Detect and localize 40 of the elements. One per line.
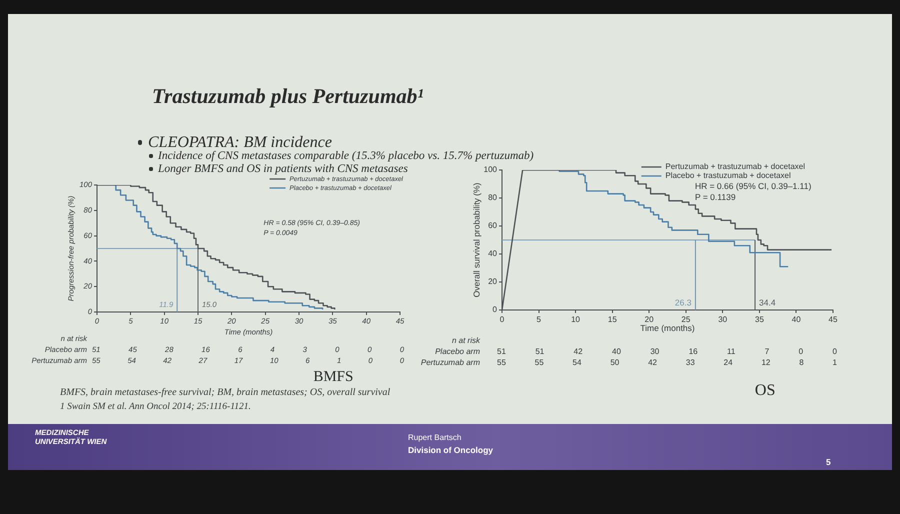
text: Division of Oncology <box>408 445 494 455</box>
legend-label: Pertuzumab + trastuzumab + docetaxel <box>665 162 806 172</box>
legend-label: Placebo + trastuzumab + docetaxel <box>665 171 791 180</box>
text: BMFS <box>313 369 354 386</box>
y-tick-label: 0 <box>492 305 498 314</box>
text: Longer BMFS and OS in patients with CNS metasases <box>158 163 408 175</box>
text: 55 55 54 50 42 33 24 12 8 1 <box>497 358 837 367</box>
y-tick-label: 20 <box>488 277 498 286</box>
x-tick-label: 45 <box>828 315 838 324</box>
ref-line-label: 34.4 <box>759 297 776 308</box>
text: Rupert Bartsch <box>408 433 462 442</box>
text: n at risk <box>452 336 480 345</box>
x-tick-label: 25 <box>681 315 691 324</box>
text: Pertuzumab arm <box>420 358 480 367</box>
text: CLEOPATRA: BM incidence <box>148 134 332 151</box>
text: Placebo arm <box>435 347 480 356</box>
ref-line-label: 26.3 <box>674 297 692 308</box>
text: OS <box>754 382 776 400</box>
y-tick-label: 40 <box>488 249 498 258</box>
y-tick-label: 100 <box>484 165 498 174</box>
text: 51 51 42 40 30 16 11 7 0 0 <box>497 347 837 356</box>
y-tick-label: 60 <box>488 221 498 230</box>
x-tick-label: 0 <box>500 315 505 324</box>
x-tick-label: 5 <box>536 315 542 324</box>
y-tick-label: 80 <box>488 193 498 202</box>
x-tick-label: 40 <box>792 315 802 324</box>
text: 1 Swain SM et al. Ann Oncol 2014; 25:1116-1121. <box>60 402 251 412</box>
text: Trastuzumab plus Pertuzumab¹ <box>152 84 424 109</box>
x-tick-label: 10 <box>571 315 581 324</box>
x-tick-label: 20 <box>644 315 654 324</box>
text: Incidence of CNS metastases comparable (15.3% placebo vs. 15.7% pertuzumab) <box>158 150 534 162</box>
x-tick-label: 35 <box>754 315 764 324</box>
x-tick-label: 15 <box>608 315 618 324</box>
annotation: P = 0.1139 <box>694 192 736 202</box>
x-axis-title: Time (months) <box>640 323 695 334</box>
x-tick-label: 30 <box>718 315 728 324</box>
text: BMFS, brain metastases-free survival; BM, brain metastases; OS, overall survival <box>60 387 390 398</box>
y-axis-title: Overall survival probability (%) <box>471 182 482 298</box>
text: 5 <box>826 457 831 467</box>
annotation: HR = 0.66 (95% CI, 0.39–1.11) <box>694 181 812 192</box>
